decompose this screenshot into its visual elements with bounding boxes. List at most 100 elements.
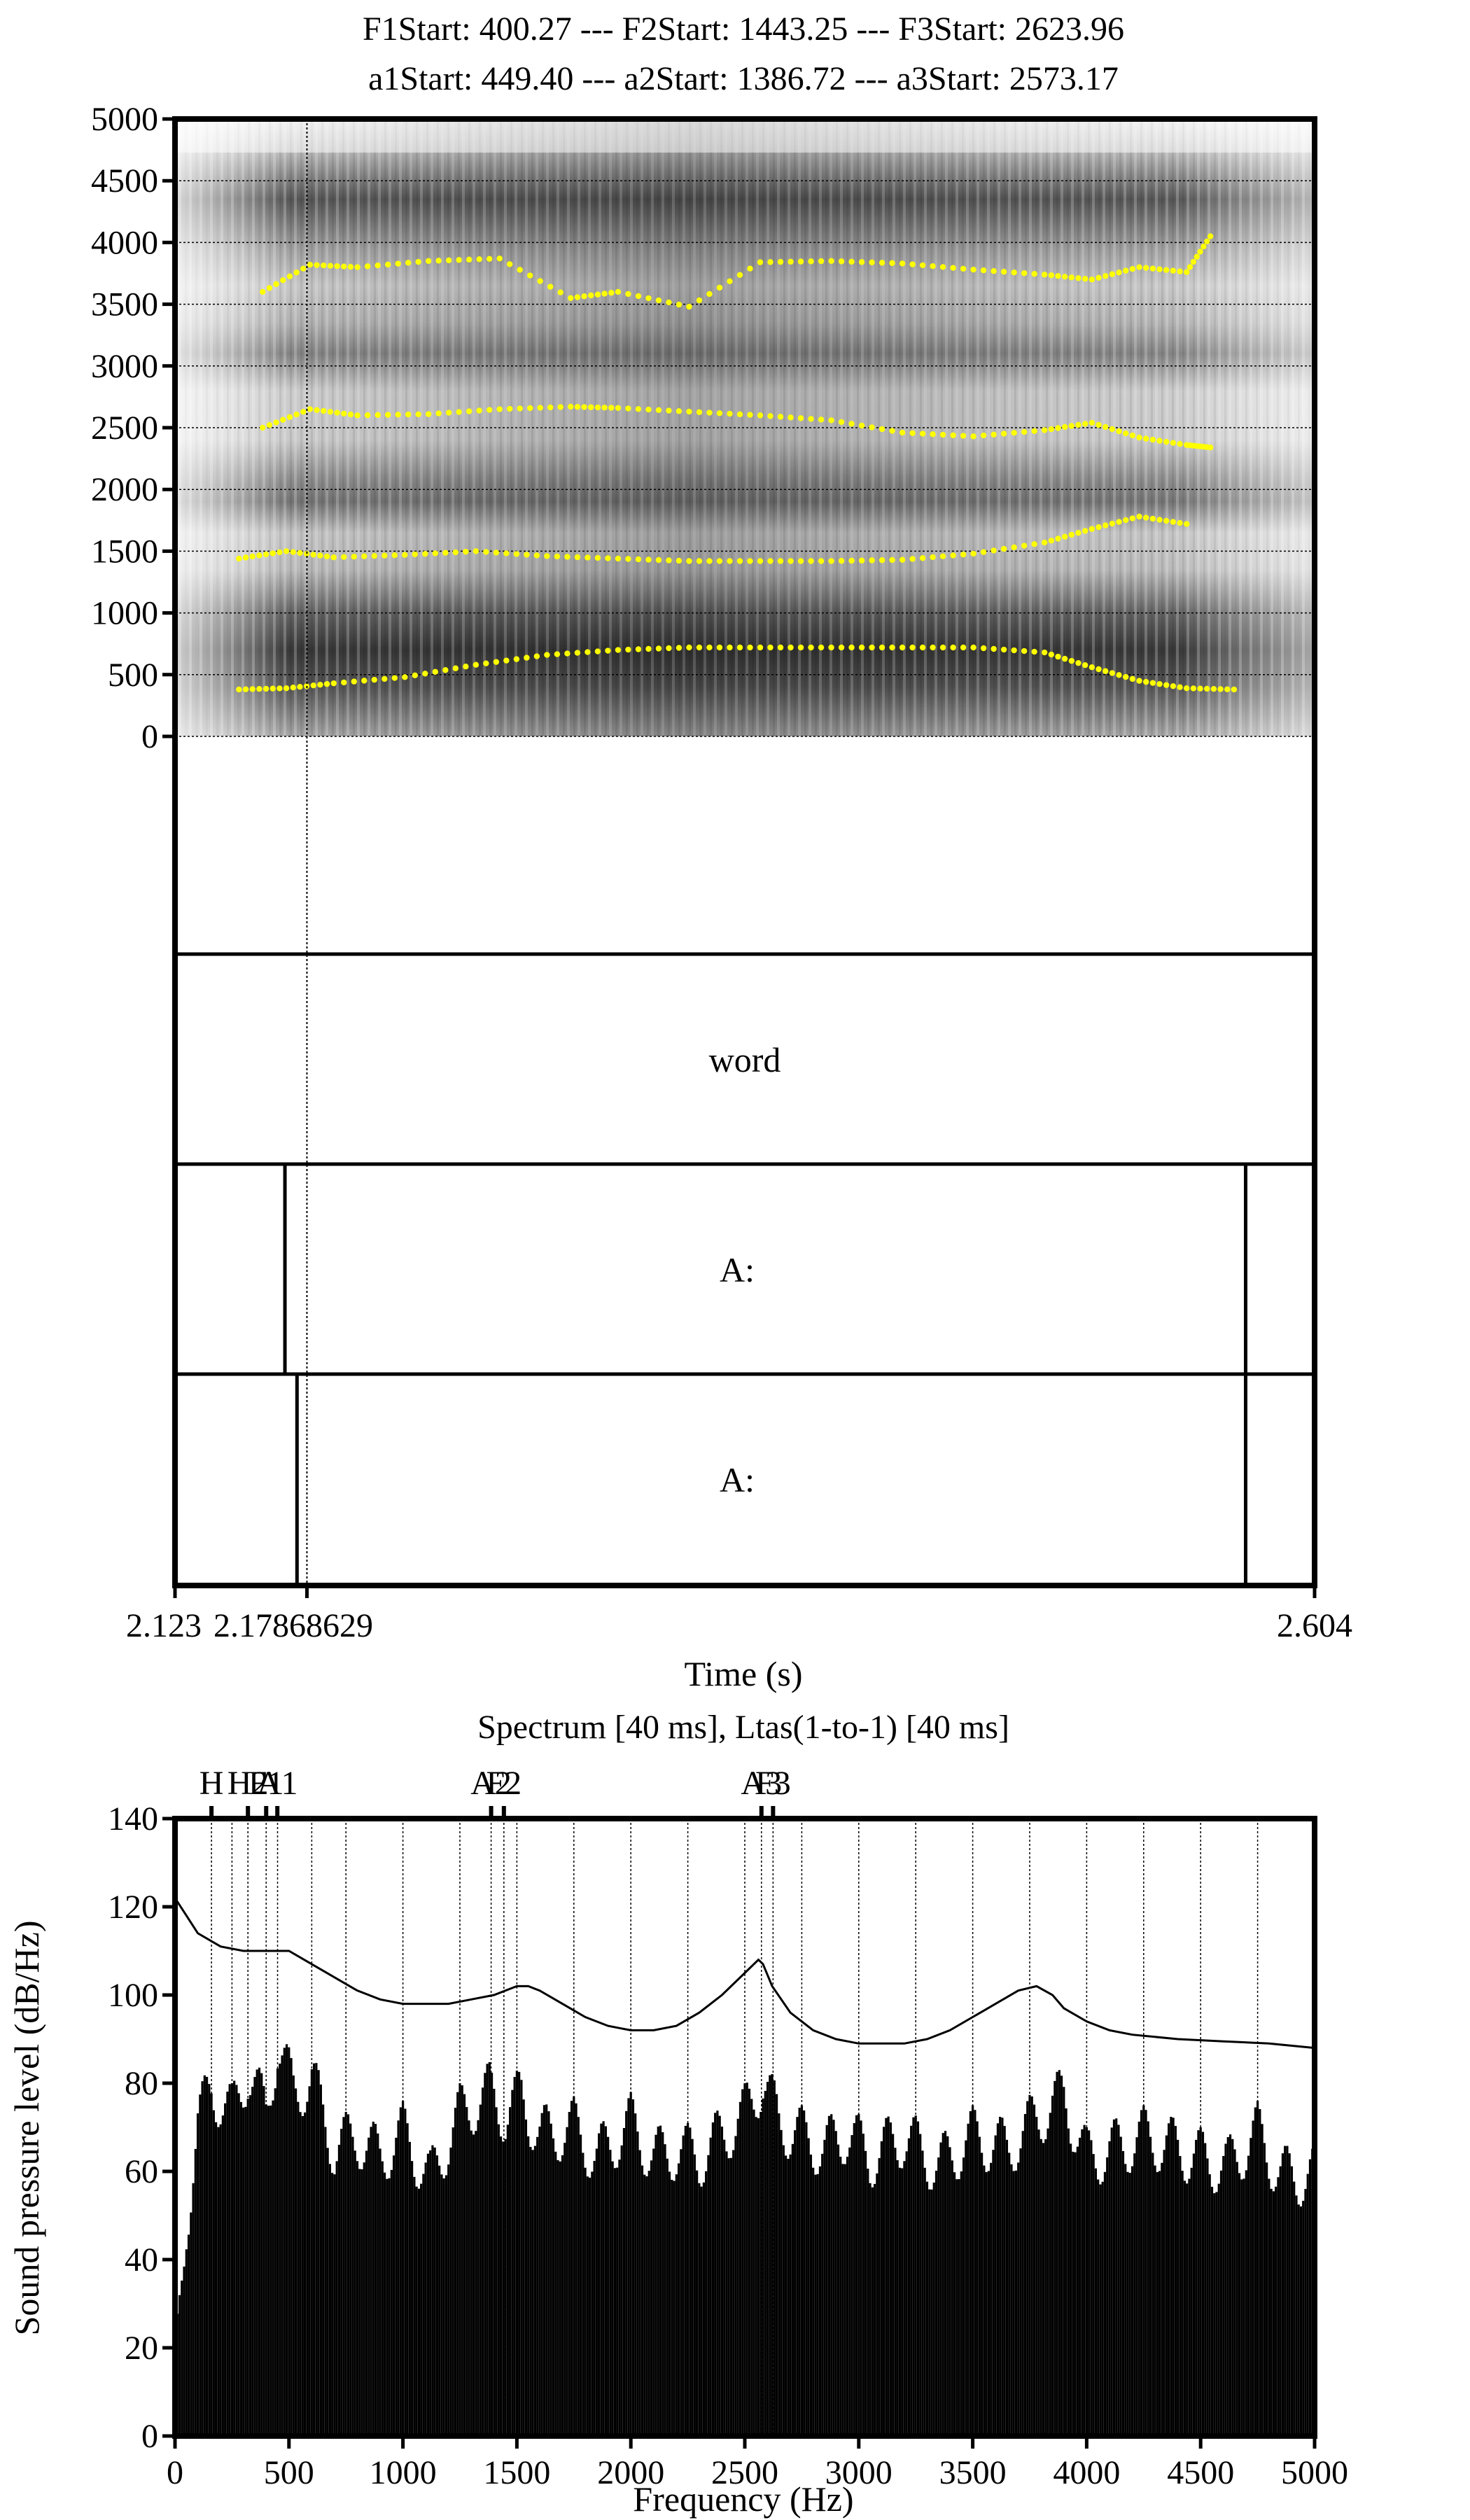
ltas-bar (967, 2123, 969, 2436)
ltas-bar (723, 2139, 726, 2436)
ltas-bar (559, 2161, 561, 2436)
ltas-bar (1117, 2124, 1120, 2436)
formant-point (757, 259, 764, 265)
ltas-bar (636, 2132, 639, 2436)
formant-point (808, 644, 814, 651)
formant-point (930, 431, 936, 438)
formant-point (1184, 269, 1190, 275)
ltas-bar (379, 2148, 382, 2436)
formant-point (351, 554, 357, 560)
ltas-bar (958, 2178, 960, 2436)
ltas-bar (855, 2115, 858, 2436)
header-line-1: F1Start: 400.27 --- F2Start: 1443.25 ---… (363, 10, 1124, 48)
ltas-bar (1054, 2080, 1056, 2436)
formant-point (364, 412, 371, 419)
ltas-bar (1238, 2173, 1241, 2436)
formant-point (422, 671, 428, 677)
ltas-bar (705, 2171, 708, 2436)
formant-point (266, 422, 273, 428)
formant-point (1156, 438, 1163, 444)
spectrum-y-tick-label: 140 (108, 1800, 158, 1837)
ltas-bar (556, 2160, 559, 2436)
ltas-bar (1124, 2164, 1127, 2436)
formant-point (818, 258, 825, 265)
ltas-bar (905, 2151, 908, 2436)
formant-point (1096, 274, 1102, 281)
ltas-bar (607, 2136, 610, 2436)
formant-point (919, 430, 926, 437)
formant-point (736, 411, 743, 418)
ltas-bar (1010, 2164, 1013, 2436)
formant-point (286, 273, 293, 279)
formant-point (980, 645, 987, 652)
ltas-bar (1172, 2118, 1175, 2436)
formant-point (564, 554, 570, 560)
formant-point (899, 429, 906, 436)
ltas-bar (550, 2123, 552, 2436)
ltas-bar (411, 2161, 414, 2436)
ltas-bar (1051, 2095, 1054, 2436)
ltas-bar (194, 2148, 197, 2436)
formant-point (317, 681, 323, 688)
ltas-bar (1030, 2096, 1033, 2436)
ltas-bar (354, 2150, 356, 2436)
ltas-bar (818, 2166, 822, 2436)
formant-point (797, 644, 804, 651)
formant-point (1109, 426, 1116, 433)
formant-point (588, 292, 594, 299)
formant-point (1156, 680, 1163, 687)
ltas-bar (987, 2171, 990, 2436)
formant-point (276, 549, 283, 556)
formant-point (476, 407, 482, 414)
formant-point (747, 558, 753, 564)
ltas-bar (827, 2115, 831, 2436)
formant-point (1088, 419, 1096, 426)
ltas-bar (536, 2136, 539, 2436)
ltas-bar (595, 2148, 598, 2436)
formant-point (297, 683, 303, 690)
formant-point (747, 412, 753, 418)
formant-point (1000, 646, 1007, 653)
ltas-bar (570, 2101, 573, 2436)
formant-point (696, 644, 703, 651)
ltas-bar (766, 2082, 769, 2436)
ltas-bar (725, 2151, 728, 2436)
formant-point (788, 414, 794, 421)
formant-point (290, 549, 296, 555)
formant-point (1149, 436, 1156, 443)
formant-point (1149, 515, 1156, 522)
ltas-bar (965, 2140, 967, 2436)
formant-point (797, 415, 804, 421)
formant-point (757, 558, 764, 564)
ltas-bar (342, 2117, 345, 2436)
formant-point (327, 409, 334, 415)
formant-point (276, 685, 283, 692)
formant-point (554, 553, 561, 560)
ltas-bar (782, 2145, 785, 2436)
spectrum-y-tick-label: 40 (125, 2241, 158, 2278)
formant-point (797, 258, 804, 265)
ltas-bar (1035, 2117, 1038, 2436)
ltas-bar (800, 2105, 803, 2436)
ltas-bar (1290, 2166, 1294, 2436)
ltas-bar (472, 2134, 475, 2436)
formant-point (341, 679, 347, 686)
ltas-bar (424, 2162, 427, 2436)
formant-point (1075, 529, 1082, 536)
spectrum-x-tick-label: 1000 (370, 2454, 437, 2491)
ltas-bar (1275, 2186, 1278, 2436)
ltas-bar (1219, 2170, 1223, 2436)
ltas-bar (620, 2145, 623, 2436)
spectrum-y-tick-label: 60 (125, 2153, 158, 2190)
formant-point (330, 554, 337, 561)
ltas-bar (598, 2133, 601, 2436)
formant-point (270, 550, 276, 556)
ltas-bar (500, 2136, 503, 2436)
ltas-bar (1046, 2128, 1049, 2436)
formant-point (1136, 434, 1142, 441)
formant-point (1082, 421, 1088, 427)
ltas-bar (613, 2168, 617, 2436)
formant-point (1102, 668, 1109, 674)
formant-point (1177, 268, 1183, 274)
ltas-bar (1240, 2179, 1243, 2436)
